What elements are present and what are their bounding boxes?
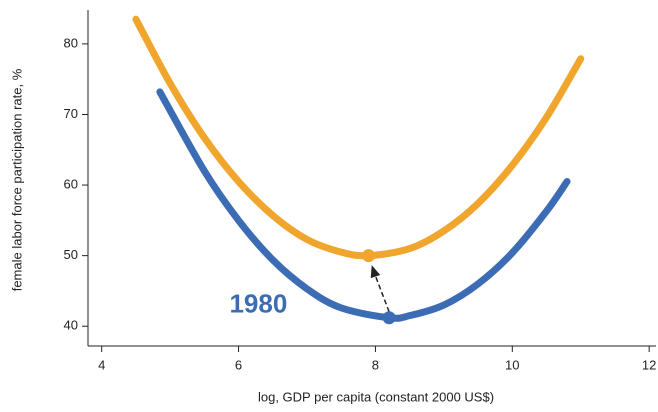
x-tick-label: 10 [505,357,519,372]
min-point [382,311,396,325]
x-tick-label: 4 [98,357,105,372]
y-tick-label: 60 [64,176,78,191]
arrow-head [370,265,381,279]
series-label: 1980 [229,289,287,319]
y-tick-label: 40 [64,318,78,333]
series-line [132,15,585,260]
min-point [362,249,376,263]
y-tick-label: 70 [64,106,78,121]
x-axis-label: log, GDP per capita (constant 2000 US$) [258,389,494,404]
y-axis-label: female labor force participation rate, % [9,68,24,291]
y-tick-label: 80 [64,35,78,50]
arrow-shaft [373,272,390,313]
x-tick-label: 6 [235,357,242,372]
series-line [156,88,571,322]
y-tick-label: 50 [64,247,78,262]
x-tick-label: 8 [372,357,379,372]
x-tick-label: 12 [642,357,656,372]
